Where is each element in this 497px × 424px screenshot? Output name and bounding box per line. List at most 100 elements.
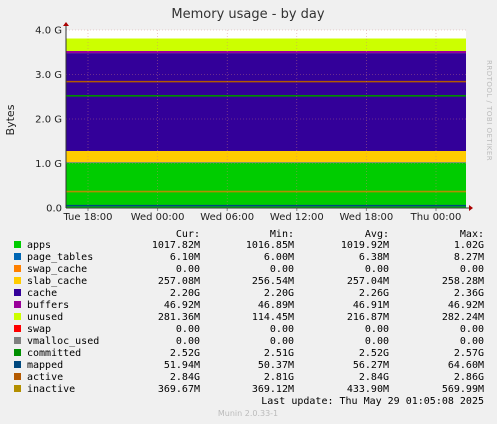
x-axis-arrow [469, 205, 473, 211]
legend-cur: 0.00 [176, 336, 200, 347]
legend-cur: 257.08M [158, 276, 200, 287]
legend-min: 114.45M [252, 312, 294, 323]
legend-avg: 2.84G [359, 372, 389, 383]
area-buffers [66, 51, 466, 54]
legend-max: 8.27M [454, 252, 484, 263]
legend-min: 2.81G [264, 372, 294, 383]
legend-swatch-cache [14, 289, 21, 296]
legend-cur: 6.10M [170, 252, 200, 263]
area-page-tables [66, 162, 466, 164]
y-tick-label: 0.0 [46, 204, 62, 215]
area-slab-cache [66, 150, 466, 163]
legend: Cur: Min: Avg: Max: apps 1017.82M 1016.85M 1019… [14, 229, 484, 395]
x-tick-label: Thu 00:00 [410, 212, 462, 223]
legend-avg: 2.26G [359, 288, 389, 299]
legend-swatch-committed [14, 349, 21, 356]
legend-min: 1016.85M [246, 240, 294, 251]
legend-cur: 2.52G [170, 348, 200, 359]
legend-name: swap [27, 324, 51, 335]
x-tick-label: Tue 18:00 [62, 212, 112, 223]
area-apps [66, 162, 466, 208]
legend-max: 64.60M [448, 360, 484, 371]
legend-swatch-unused [14, 313, 21, 320]
legend-name: vmalloc_used [27, 336, 99, 347]
legend-name: swap_cache [27, 264, 87, 275]
area-cache [66, 53, 466, 151]
last-update: Last update: Thu May 29 01:05:08 2025 [261, 396, 484, 407]
legend-min: 46.89M [258, 300, 294, 311]
legend-min: 0.00 [270, 336, 294, 347]
legend-swatch-page-tables [14, 253, 21, 260]
legend-avg: 6.38M [359, 252, 389, 263]
legend-header-cur: Cur: [176, 229, 200, 240]
legend-name: cache [27, 288, 57, 299]
y-tick-label: 2.0 G [35, 115, 62, 126]
legend-cur: 2.20G [170, 288, 200, 299]
legend-name: page_tables [27, 252, 93, 263]
x-tick-label: Wed 12:00 [270, 212, 324, 223]
legend-avg: 0.00 [365, 336, 389, 347]
plot-area: 0.0 1.0 G 2.0 G 3.0 G 4.0 G Tue 18:00 Wed 00:0… [35, 22, 473, 223]
legend-max: 569.99M [442, 384, 484, 395]
legend-min: 0.00 [270, 264, 294, 275]
legend-swatch-swap [14, 325, 21, 332]
legend-max: 2.36G [454, 288, 484, 299]
legend-cur: 369.67M [158, 384, 200, 395]
legend-swatch-active [14, 373, 21, 380]
legend-swatch-apps [14, 241, 21, 248]
legend-swatch-vmalloc-used [14, 337, 21, 344]
legend-max: 0.00 [460, 336, 484, 347]
legend-max: 46.92M [448, 300, 484, 311]
legend-max: 2.57G [454, 348, 484, 359]
legend-max: 282.24M [442, 312, 484, 323]
y-tick-label: 4.0 G [35, 26, 62, 37]
legend-name: mapped [27, 360, 63, 371]
legend-name: buffers [27, 300, 69, 311]
legend-avg: 216.87M [347, 312, 389, 323]
munin-version: Munin 2.0.33-1 [218, 409, 278, 418]
legend-min: 6.00M [264, 252, 294, 263]
legend-max: 0.00 [460, 264, 484, 275]
legend-name: inactive [27, 384, 75, 395]
legend-avg: 46.91M [353, 300, 389, 311]
legend-max: 1.02G [454, 240, 484, 251]
legend-name: slab_cache [27, 276, 87, 287]
legend-avg: 257.04M [347, 276, 389, 287]
legend-name: unused [27, 312, 63, 323]
legend-avg: 433.90M [347, 384, 389, 395]
legend-cur: 2.84G [170, 372, 200, 383]
legend-swatch-inactive [14, 385, 21, 392]
legend-min: 2.51G [264, 348, 294, 359]
legend-cur: 46.92M [164, 300, 200, 311]
legend-cur: 0.00 [176, 264, 200, 275]
x-tick-label: Wed 00:00 [131, 212, 185, 223]
y-axis-arrow [63, 22, 69, 26]
y-axis-label: Bytes [4, 104, 17, 135]
legend-min: 0.00 [270, 324, 294, 335]
legend-swatch-slab-cache [14, 277, 21, 284]
rrdtool-credit: RRDTOOL / TOBI OETIKER [485, 60, 493, 161]
legend-max: 2.86G [454, 372, 484, 383]
legend-min: 50.37M [258, 360, 294, 371]
legend-header-min: Min: [270, 229, 294, 240]
legend-avg: 1019.92M [341, 240, 389, 251]
y-tick-label: 1.0 G [35, 159, 62, 170]
x-tick-label: Wed 06:00 [200, 212, 254, 223]
legend-avg: 0.00 [365, 324, 389, 335]
legend-header-avg: Avg: [365, 229, 389, 240]
legend-swatch-buffers [14, 301, 21, 308]
legend-cur: 51.94M [164, 360, 200, 371]
legend-max: 258.28M [442, 276, 484, 287]
legend-name: active [27, 372, 63, 383]
legend-swatch-swap-cache [14, 265, 21, 272]
x-tick-label: Wed 18:00 [339, 212, 393, 223]
area-unused [66, 38, 466, 52]
legend-min: 256.54M [252, 276, 294, 287]
legend-min: 2.20G [264, 288, 294, 299]
legend-max: 0.00 [460, 324, 484, 335]
chart-title: Memory usage - by day [171, 7, 324, 22]
legend-min: 369.12M [252, 384, 294, 395]
legend-swatch-mapped [14, 361, 21, 368]
y-tick-label: 3.0 G [35, 70, 62, 81]
